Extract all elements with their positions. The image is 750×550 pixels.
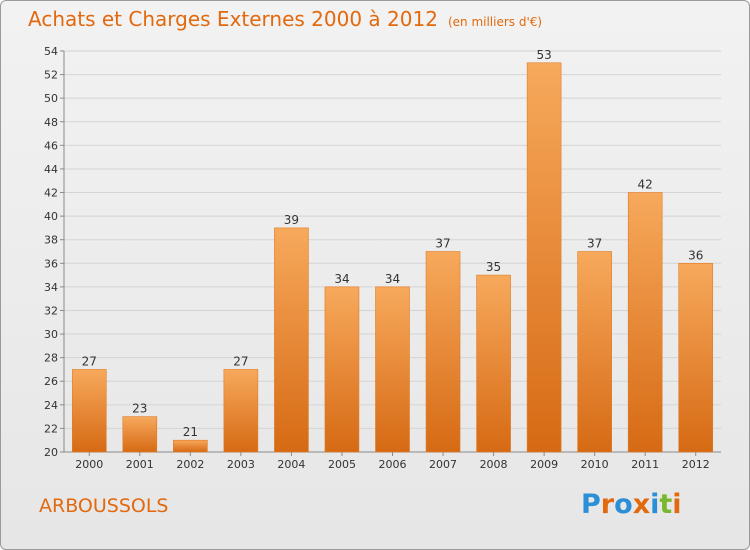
data-label: 27 (82, 354, 97, 368)
bar-2003 (223, 369, 259, 453)
x-tick-label: 2000 (75, 458, 103, 471)
data-label: 34 (334, 272, 349, 286)
data-label: 34 (385, 272, 400, 286)
x-tick-label: 2008 (480, 458, 508, 471)
y-tick-label: 26 (44, 375, 58, 388)
data-label: 27 (233, 354, 248, 368)
data-label: 37 (435, 237, 450, 251)
bar-2011 (627, 192, 663, 453)
x-tick-label: 2009 (530, 458, 558, 471)
bar-2001 (122, 416, 158, 453)
y-tick-label: 22 (44, 422, 58, 435)
x-tick-label: 2005 (328, 458, 356, 471)
bar-2012 (678, 262, 714, 453)
y-tick-label: 30 (44, 328, 58, 341)
bar-2000 (71, 369, 107, 453)
y-tick-label: 20 (44, 446, 58, 459)
x-tick-label: 2003 (227, 458, 255, 471)
y-tick-label: 50 (44, 92, 58, 105)
y-tick-label: 36 (44, 257, 58, 270)
y-tick-labels: 20 22 24 26 28 30 32 34 36 38 40 42 44 46 48 50 52 54 (44, 45, 58, 459)
data-labels: 27 23 21 27 39 34 34 37 35 53 37 42 36 (82, 48, 704, 439)
x-tick-label: 2006 (379, 458, 407, 471)
y-tick-label: 48 (44, 116, 58, 129)
x-tick-label: 2007 (429, 458, 457, 471)
proxiti-logo: Proxiti (581, 489, 682, 520)
y-tick-label: 40 (44, 210, 58, 223)
x-tick-label: 2002 (176, 458, 204, 471)
y-tick-label: 24 (44, 399, 58, 412)
x-tick-label: 2012 (682, 458, 710, 471)
bars (71, 62, 714, 453)
data-label: 39 (284, 213, 299, 227)
data-label: 21 (183, 425, 198, 439)
bar-2010 (577, 251, 612, 453)
y-tick-label: 28 (44, 352, 58, 365)
bar-2004 (274, 227, 309, 453)
y-tick-label: 52 (44, 69, 58, 82)
x-tick-labels: 2000 2001 2002 2003 2004 2005 2006 2007 2008 2009… (75, 458, 709, 471)
chart-title: Achats et Charges Externes 2000 à 2012 (28, 7, 438, 31)
x-tick-label: 2010 (581, 458, 609, 471)
commune-name: ARBOUSSOLS (39, 495, 169, 517)
data-label: 35 (486, 260, 501, 274)
bar-2009 (526, 62, 562, 453)
bar-2006 (375, 286, 410, 453)
data-label: 42 (638, 178, 653, 192)
data-label: 37 (587, 237, 602, 251)
chart-unit: (en milliers d'€) (447, 15, 543, 29)
y-tick-label: 46 (44, 139, 58, 152)
y-tick-label: 38 (44, 234, 58, 247)
data-label: 53 (536, 48, 551, 62)
x-tick-label: 2001 (126, 458, 154, 471)
bar-2005 (324, 286, 360, 453)
bar-2007 (425, 251, 461, 453)
y-tick-label: 54 (44, 45, 58, 58)
data-label: 36 (688, 248, 703, 262)
data-label: 23 (132, 402, 147, 416)
bar-2008 (476, 274, 511, 453)
chart-title-group: Achats et Charges Externes 2000 à 2012 (e… (28, 7, 542, 31)
y-tick-label: 32 (44, 304, 58, 317)
x-tick-label: 2004 (277, 458, 305, 471)
bar-2002 (173, 439, 208, 453)
x-tick-label: 2011 (631, 458, 659, 471)
y-tick-label: 44 (44, 163, 58, 176)
y-tick-label: 34 (44, 281, 58, 294)
y-tick-label: 42 (44, 187, 58, 200)
